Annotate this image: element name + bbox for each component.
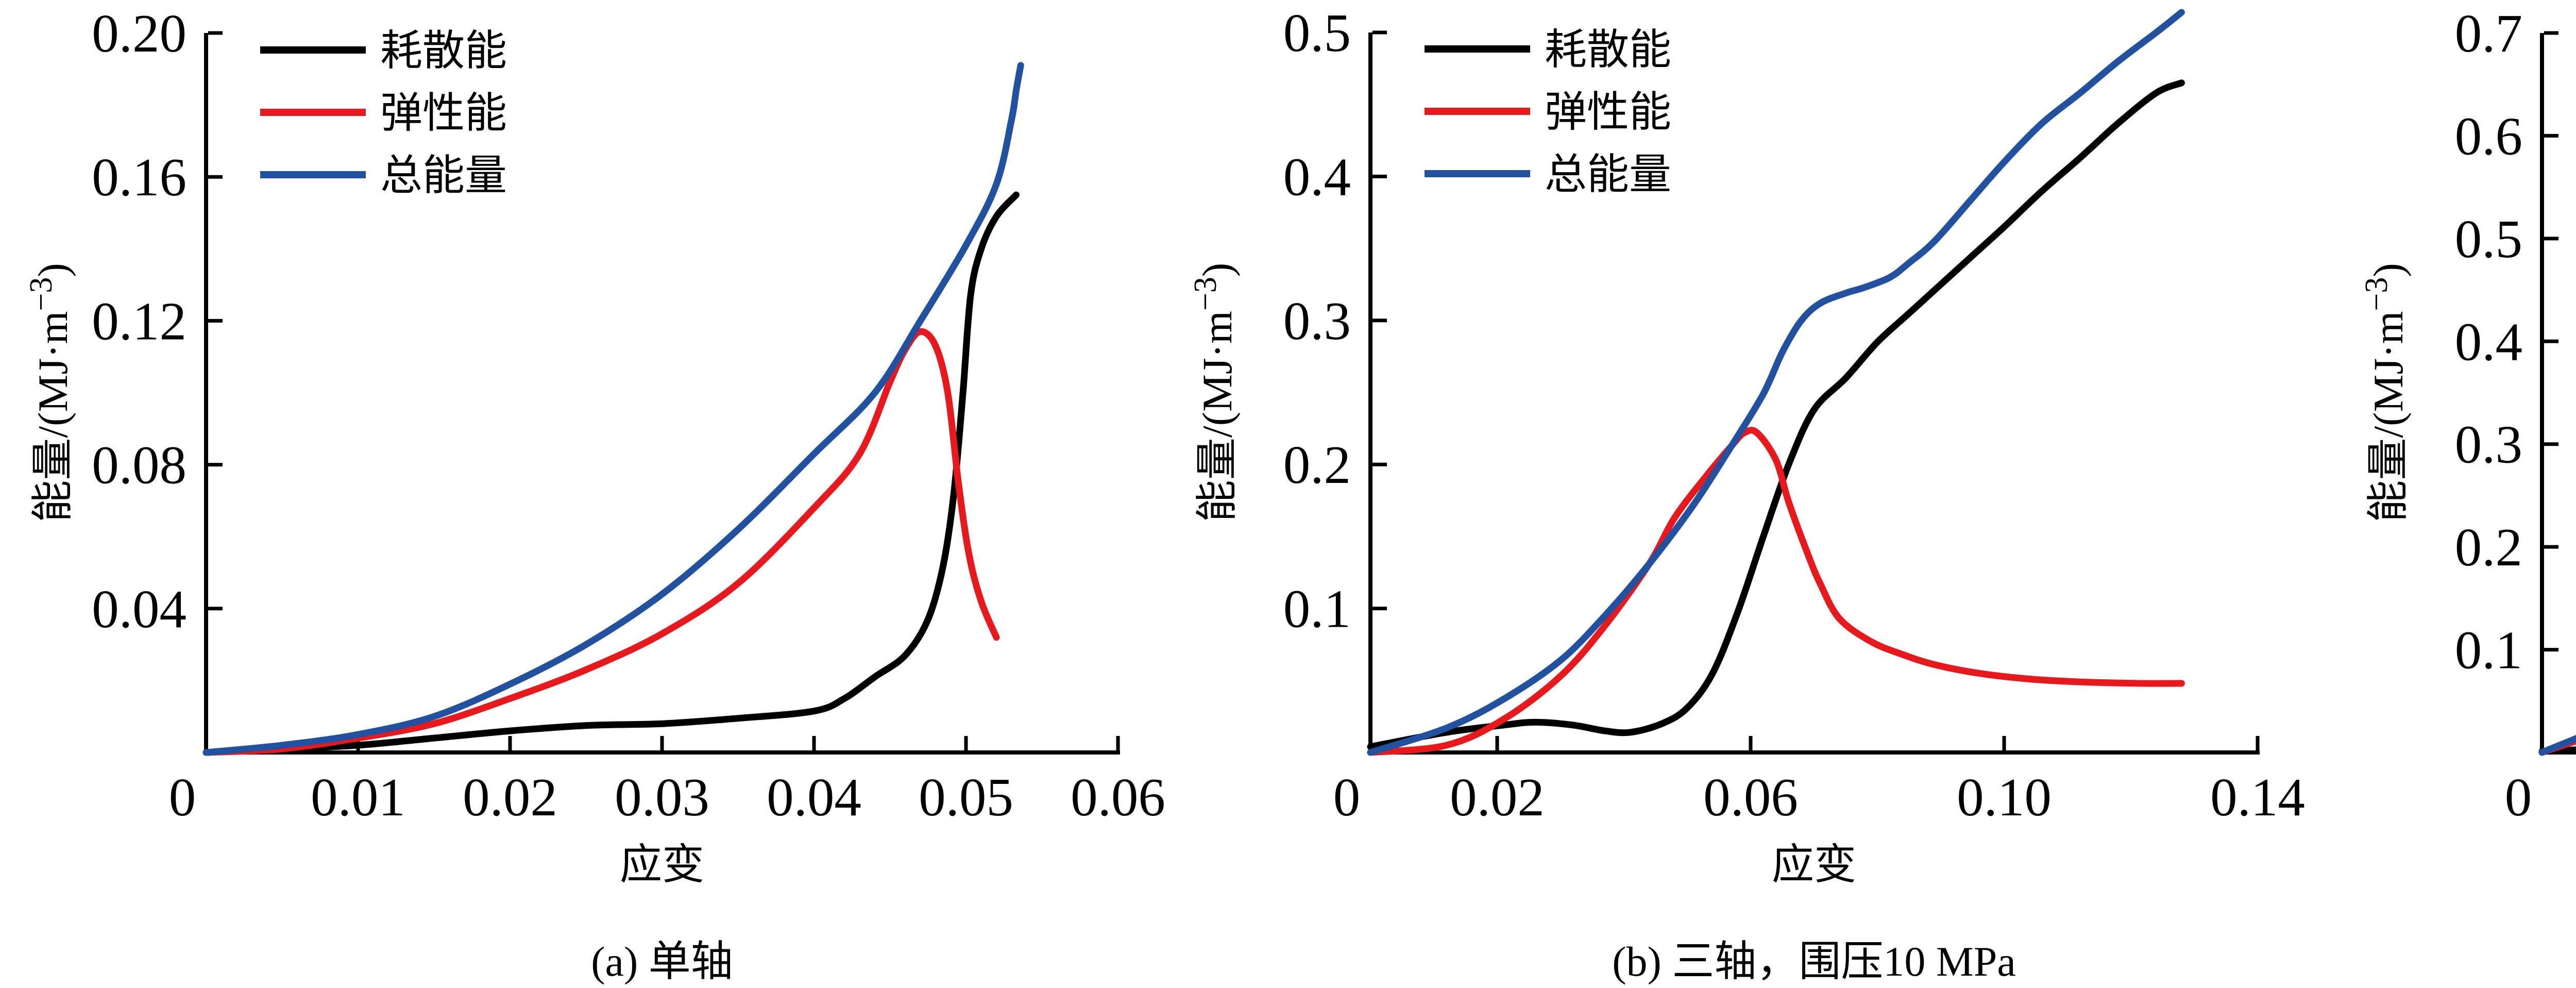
y-tick-label: 0.20 — [92, 3, 187, 63]
x-tick-label: 0 — [169, 767, 196, 827]
chart-c-triaxial-30mpa: 00.020.060.100.140.10.20.30.40.50.60.7耗散… — [2359, 3, 2576, 827]
x-tick-label: 0.14 — [2210, 767, 2305, 827]
elastic-energy-curve — [202, 328, 1000, 756]
dissipated-energy-curve — [1367, 79, 2185, 750]
x-tick-label: 0 — [1333, 767, 1361, 827]
x-axis-title: 应变 — [620, 841, 704, 888]
y-axis-title: 能量/(MJ·m−3) — [1188, 263, 1241, 522]
total-energy-curve — [1367, 9, 2185, 756]
x-axis-title: 应变 — [1772, 841, 1856, 888]
y-tick-label: 0.2 — [2455, 517, 2522, 577]
legend-item-elastic: 弹性能 — [260, 90, 507, 137]
y-tick-label: 0.16 — [92, 147, 187, 207]
caption-a: (a) 单轴 — [591, 938, 733, 985]
legend-item-total: 总能量 — [1425, 151, 1671, 198]
legend-label: 总能量 — [1545, 151, 1671, 198]
legend-label: 耗散能 — [1545, 26, 1671, 73]
y-axis-title: 能量/(MJ·m−3) — [2359, 263, 2412, 522]
x-tick-label: 0.04 — [767, 767, 861, 827]
chart-panel-a: 0 0.01 0.02 0.03 0.04 0.05 0.06 0.04 0.08 0.12 0.1… — [0, 0, 1169, 988]
elastic-energy-curve — [1367, 427, 2185, 756]
x-tick-label: 0.02 — [1450, 767, 1545, 827]
y-tick-label: 0.4 — [2455, 311, 2522, 372]
x-tick-label: 0.02 — [463, 767, 557, 827]
y-tick-label: 0.1 — [2455, 620, 2522, 680]
y-tick-label: 0.5 — [1283, 3, 1351, 63]
x-tick-label: 0.06 — [1071, 767, 1165, 827]
y-tick-label: 0.3 — [1283, 291, 1351, 351]
y-tick-label: 0.7 — [2455, 3, 2522, 63]
x-tick-label: 0.10 — [1957, 767, 2052, 827]
legend-item-elastic: 弹性能 — [1425, 89, 1671, 136]
x-tick-label: 0.06 — [1703, 767, 1798, 827]
x-tick-label: 0 — [2505, 767, 2532, 827]
legend-item-dissipated: 耗散能 — [1425, 26, 1671, 73]
legend-label: 弹性能 — [380, 90, 507, 137]
y-tick-label: 0.4 — [1283, 146, 1351, 207]
y-tick-label: 0.5 — [2455, 209, 2522, 269]
chart-a-uniaxial: 0 0.01 0.02 0.03 0.04 0.05 0.06 0.04 0.08 0.12 0.1… — [24, 3, 1165, 888]
total-energy-curve — [202, 62, 1024, 756]
legend-label: 总能量 — [380, 152, 507, 199]
x-tick-label: 0.01 — [311, 767, 405, 827]
y-axis-title: 能量/(MJ·m−3) — [24, 263, 76, 522]
chart-panel-c: 00.020.060.100.140.10.20.30.40.50.60.7耗散… — [2338, 0, 2576, 988]
y-tick-label: 0.3 — [2455, 414, 2522, 475]
x-tick-label: 0.05 — [919, 767, 1013, 827]
elastic-energy-curve — [2538, 737, 2576, 756]
total-energy-curve — [2538, 734, 2576, 756]
legend-label: 耗散能 — [380, 27, 507, 74]
y-tick-label: 0.12 — [92, 291, 187, 351]
legend-label: 弹性能 — [1545, 89, 1671, 136]
chart-b-triaxial-10mpa: 0 0.02 0.06 0.10 0.14 0.1 0.2 0.3 0.4 0.5 耗散能弹性能总能… — [1188, 3, 2305, 888]
caption-b: (b) 三轴，围压10 MPa — [1612, 938, 2016, 985]
legend-item-dissipated: 耗散能 — [260, 27, 507, 74]
legend-item-total: 总能量 — [260, 152, 507, 199]
x-tick-label: 0.03 — [615, 767, 709, 827]
y-tick-label: 0.04 — [92, 579, 187, 639]
y-tick-label: 0.2 — [1283, 434, 1351, 495]
y-tick-label: 0.6 — [2455, 106, 2522, 166]
chart-panel-b: 0 0.02 0.06 0.10 0.14 0.1 0.2 0.3 0.4 0.5 耗散能弹性能总能… — [1169, 0, 2338, 988]
y-tick-label: 0.08 — [92, 435, 187, 495]
dissipated-energy-curve — [202, 191, 1020, 756]
y-tick-label: 0.1 — [1283, 579, 1351, 639]
